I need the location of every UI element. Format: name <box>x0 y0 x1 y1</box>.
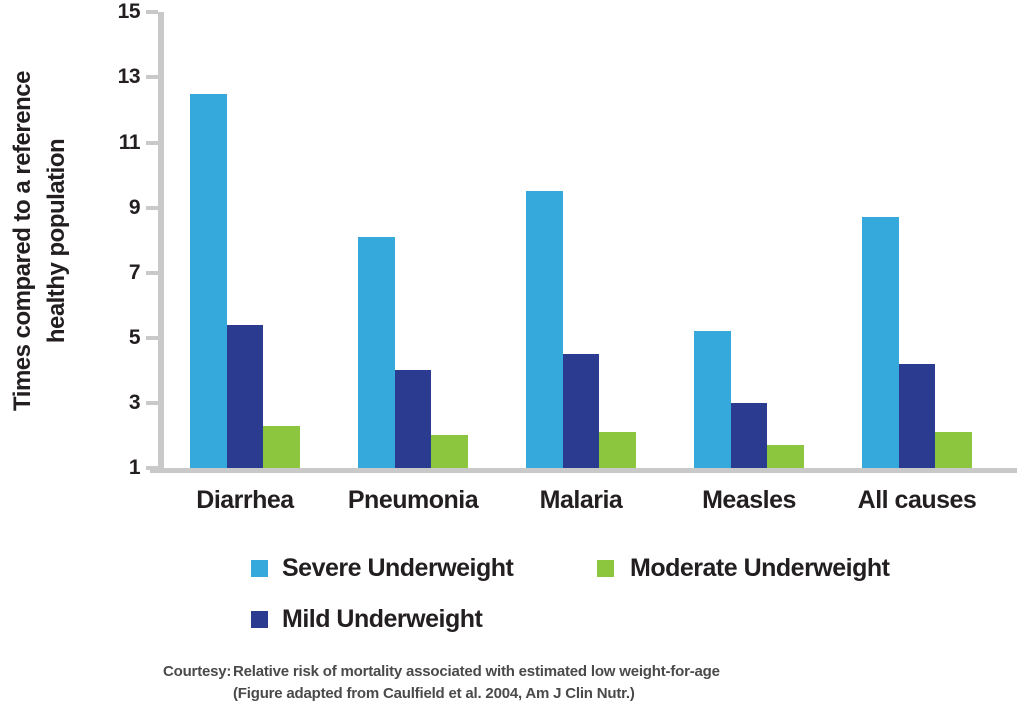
y-tick-label-3: 3 <box>128 390 141 414</box>
y-tick-label-9: 9 <box>128 195 141 219</box>
legend-label-severe: Severe Underweight <box>282 554 514 582</box>
x-category-label-malaria: Malaria <box>539 486 623 514</box>
y-tick-label-15: 15 <box>117 0 141 24</box>
y-axis-title-line1: Times compared to a reference <box>9 71 36 411</box>
bar-mild-all-causes <box>898 363 936 468</box>
bar-severe-diarrhea <box>190 93 227 468</box>
y-tick-label-11: 11 <box>118 130 141 154</box>
bar-mild-malaria <box>562 354 600 468</box>
y-tick-11 <box>146 140 158 145</box>
y-axis-title: Times compared to a reference healthy po… <box>6 1 74 481</box>
bar-mild-measles <box>730 402 768 468</box>
bar-mild-diarrhea <box>226 324 264 468</box>
y-tick-label-13: 13 <box>117 65 141 89</box>
legend-swatch-moderate <box>597 560 614 577</box>
bar-mild-pneumonia <box>394 370 432 468</box>
footer-courtesy-label: Courtesy: <box>163 663 232 680</box>
y-tick-label-5: 5 <box>128 325 141 349</box>
y-tick-5 <box>146 335 158 340</box>
bar-severe-pneumonia <box>358 236 395 468</box>
bar-moderate-measles <box>767 445 805 468</box>
y-tick-label-1: 1 <box>128 456 141 479</box>
legend-label-mild: Mild Underweight <box>282 605 483 633</box>
y-tick-15 <box>146 10 158 15</box>
y-tick-7 <box>146 270 158 275</box>
footer-line1: Relative risk of mortality associated wi… <box>233 663 720 680</box>
x-category-label-all-causes: All causes <box>857 486 977 514</box>
bar-moderate-all-causes <box>935 432 973 468</box>
y-axis-line <box>158 12 164 473</box>
y-tick-label-7: 7 <box>128 260 141 284</box>
x-category-label-measles: Measles <box>702 486 796 514</box>
x-axis-baseline <box>150 468 1017 473</box>
y-tick-9 <box>146 205 158 210</box>
bar-moderate-pneumonia <box>431 435 469 468</box>
x-category-label-diarrhea: Diarrhea <box>196 486 294 514</box>
footer-line2: (Figure adapted from Caulfield et al. 20… <box>233 685 635 702</box>
bar-moderate-diarrhea <box>263 425 301 468</box>
bar-severe-measles <box>694 331 731 468</box>
bar-severe-malaria <box>526 191 563 468</box>
legend-swatch-severe <box>251 560 268 577</box>
legend-swatch-mild <box>251 611 268 628</box>
y-axis-title-line2: healthy population <box>43 138 70 344</box>
x-category-label-pneumonia: Pneumonia <box>347 486 479 514</box>
bar-severe-all-causes <box>862 217 899 468</box>
bar-moderate-malaria <box>599 432 637 468</box>
y-tick-3 <box>146 400 158 405</box>
y-tick-1 <box>146 466 158 470</box>
y-tick-13 <box>146 75 158 80</box>
legend-label-moderate: Moderate Underweight <box>630 554 890 582</box>
